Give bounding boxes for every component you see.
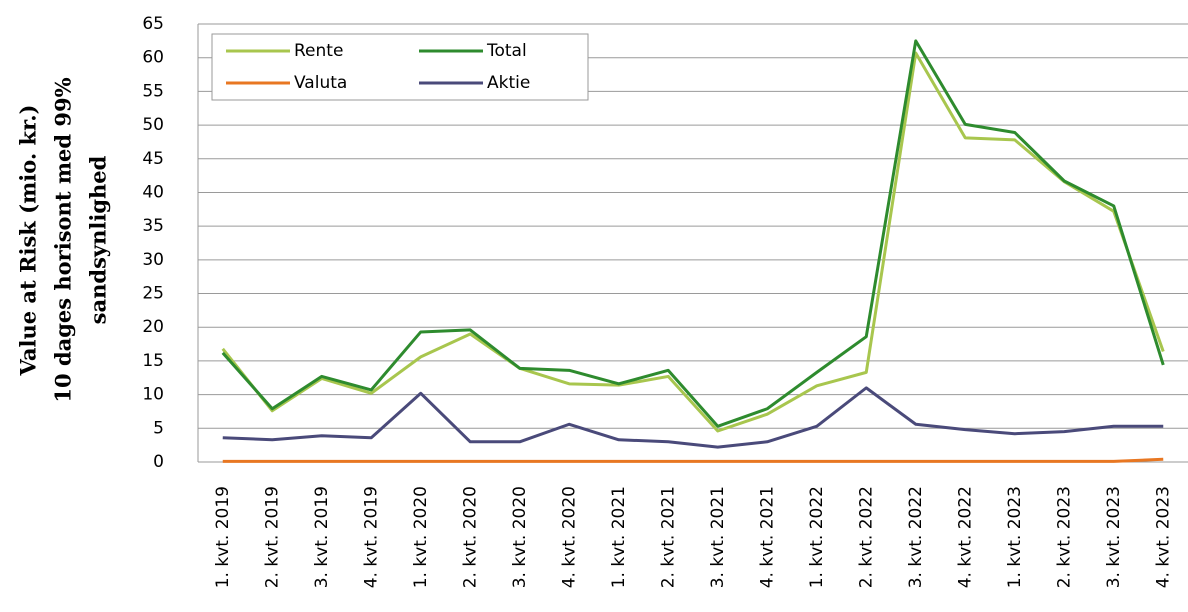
x-tick-label: 2. kvt. 2023 (1054, 486, 1074, 588)
x-tick-label: 1. kvt. 2021 (609, 486, 629, 588)
y-tick-label: 50 (142, 115, 164, 135)
series-line (221, 51, 1165, 433)
y-tick-label: 5 (153, 418, 164, 438)
x-tick-label: 2. kvt. 2020 (460, 486, 480, 588)
x-tick-label: 3. kvt. 2019 (312, 486, 332, 588)
legend-label: Valuta (294, 73, 347, 93)
x-tick-label: 4. kvt. 2020 (559, 486, 579, 588)
x-tick-label: 1. kvt. 2022 (807, 486, 827, 588)
series-line (221, 39, 1165, 428)
x-tick-label: 3. kvt. 2021 (708, 486, 728, 588)
legend-label: Aktie (487, 73, 530, 93)
y-tick-label: 30 (142, 250, 164, 270)
x-tick-label: 3. kvt. 2022 (906, 486, 926, 588)
y-tick-label: 25 (142, 284, 164, 304)
y-tick-label: 15 (142, 351, 164, 371)
y-tick-label: 0 (153, 452, 164, 472)
y-tick-label: 60 (142, 48, 164, 68)
x-tick-label: 3. kvt. 2020 (510, 486, 530, 588)
x-tick-label: 2. kvt. 2022 (856, 486, 876, 588)
y-tick-label: 20 (142, 317, 164, 337)
y-axis-label: Value at Risk (mio. kr.) (16, 105, 41, 377)
x-tick-label: 4. kvt. 2021 (757, 486, 777, 588)
y-tick-label: 40 (142, 182, 164, 202)
x-tick-label: 1. kvt. 2023 (1005, 486, 1025, 588)
x-tick-label: 1. kvt. 2019 (213, 486, 233, 588)
y-tick-label: 55 (142, 81, 164, 101)
legend-box (211, 33, 589, 101)
x-tick-label: 3. kvt. 2023 (1104, 486, 1124, 588)
series-line (222, 386, 1164, 449)
legend-label: Total (486, 41, 527, 61)
y-tick-label: 65 (142, 14, 164, 34)
y-tick-label: 35 (142, 216, 164, 236)
series-line (222, 457, 1164, 463)
x-tick-label: 4. kvt. 2023 (1153, 486, 1173, 588)
x-tick-label: 4. kvt. 2022 (955, 486, 975, 588)
y-axis-label: sandsynlighed (86, 155, 111, 324)
legend-label: Rente (294, 41, 343, 61)
x-tick-label: 1. kvt. 2020 (411, 486, 431, 588)
y-tick-label: 10 (142, 385, 164, 405)
x-tick-label: 2. kvt. 2021 (658, 486, 678, 588)
x-tick-label: 4. kvt. 2019 (361, 486, 381, 588)
x-tick-label: 2. kvt. 2019 (262, 486, 282, 588)
y-tick-label: 45 (142, 149, 164, 169)
y-axis-label: 10 dages horisont med 99% (51, 77, 76, 402)
